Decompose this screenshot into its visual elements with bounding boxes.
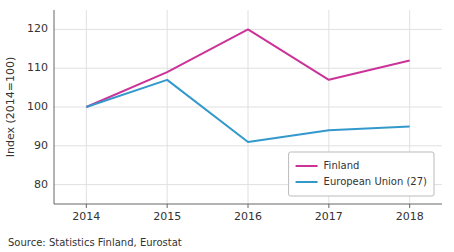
- y-tick-label: 80: [34, 178, 48, 191]
- x-tick: [328, 204, 329, 208]
- series-line: [86, 80, 409, 142]
- y-tick-label: 90: [34, 139, 48, 152]
- grid-line-x: [167, 10, 168, 204]
- x-tick-label: 2018: [396, 210, 424, 223]
- legend-box: [289, 152, 434, 196]
- legend-swatch: [296, 181, 318, 183]
- x-tick-label: 2015: [153, 210, 181, 223]
- y-axis-line: [54, 10, 55, 204]
- source-note: Source: Statistics Finland, Eurostat: [8, 237, 182, 248]
- chart: 80 90 100 110 120 2014 2015 2016 2017 2018 Index (…: [0, 0, 454, 252]
- grid: [54, 10, 442, 204]
- y-tick-label: 120: [27, 22, 48, 35]
- legend: Finland European Union (27): [289, 152, 434, 196]
- legend-label: Finland: [324, 160, 360, 171]
- x-tick: [167, 204, 168, 208]
- x-tick: [248, 204, 249, 208]
- grid-line-x: [248, 10, 249, 204]
- x-tick: [86, 204, 87, 208]
- y-tick-label: 100: [27, 100, 48, 113]
- y-axis-label: Index (2014=100): [4, 57, 17, 158]
- x-tick-label: 2017: [315, 210, 343, 223]
- x-tick-label: 2014: [72, 210, 100, 223]
- y-tick-label: 110: [27, 61, 48, 74]
- legend-swatch: [296, 165, 318, 167]
- legend-label: European Union (27): [324, 176, 428, 187]
- series-line: [86, 29, 409, 107]
- lines: [86, 29, 409, 142]
- x-tick: [409, 204, 410, 208]
- x-tick-label: 2016: [234, 210, 262, 223]
